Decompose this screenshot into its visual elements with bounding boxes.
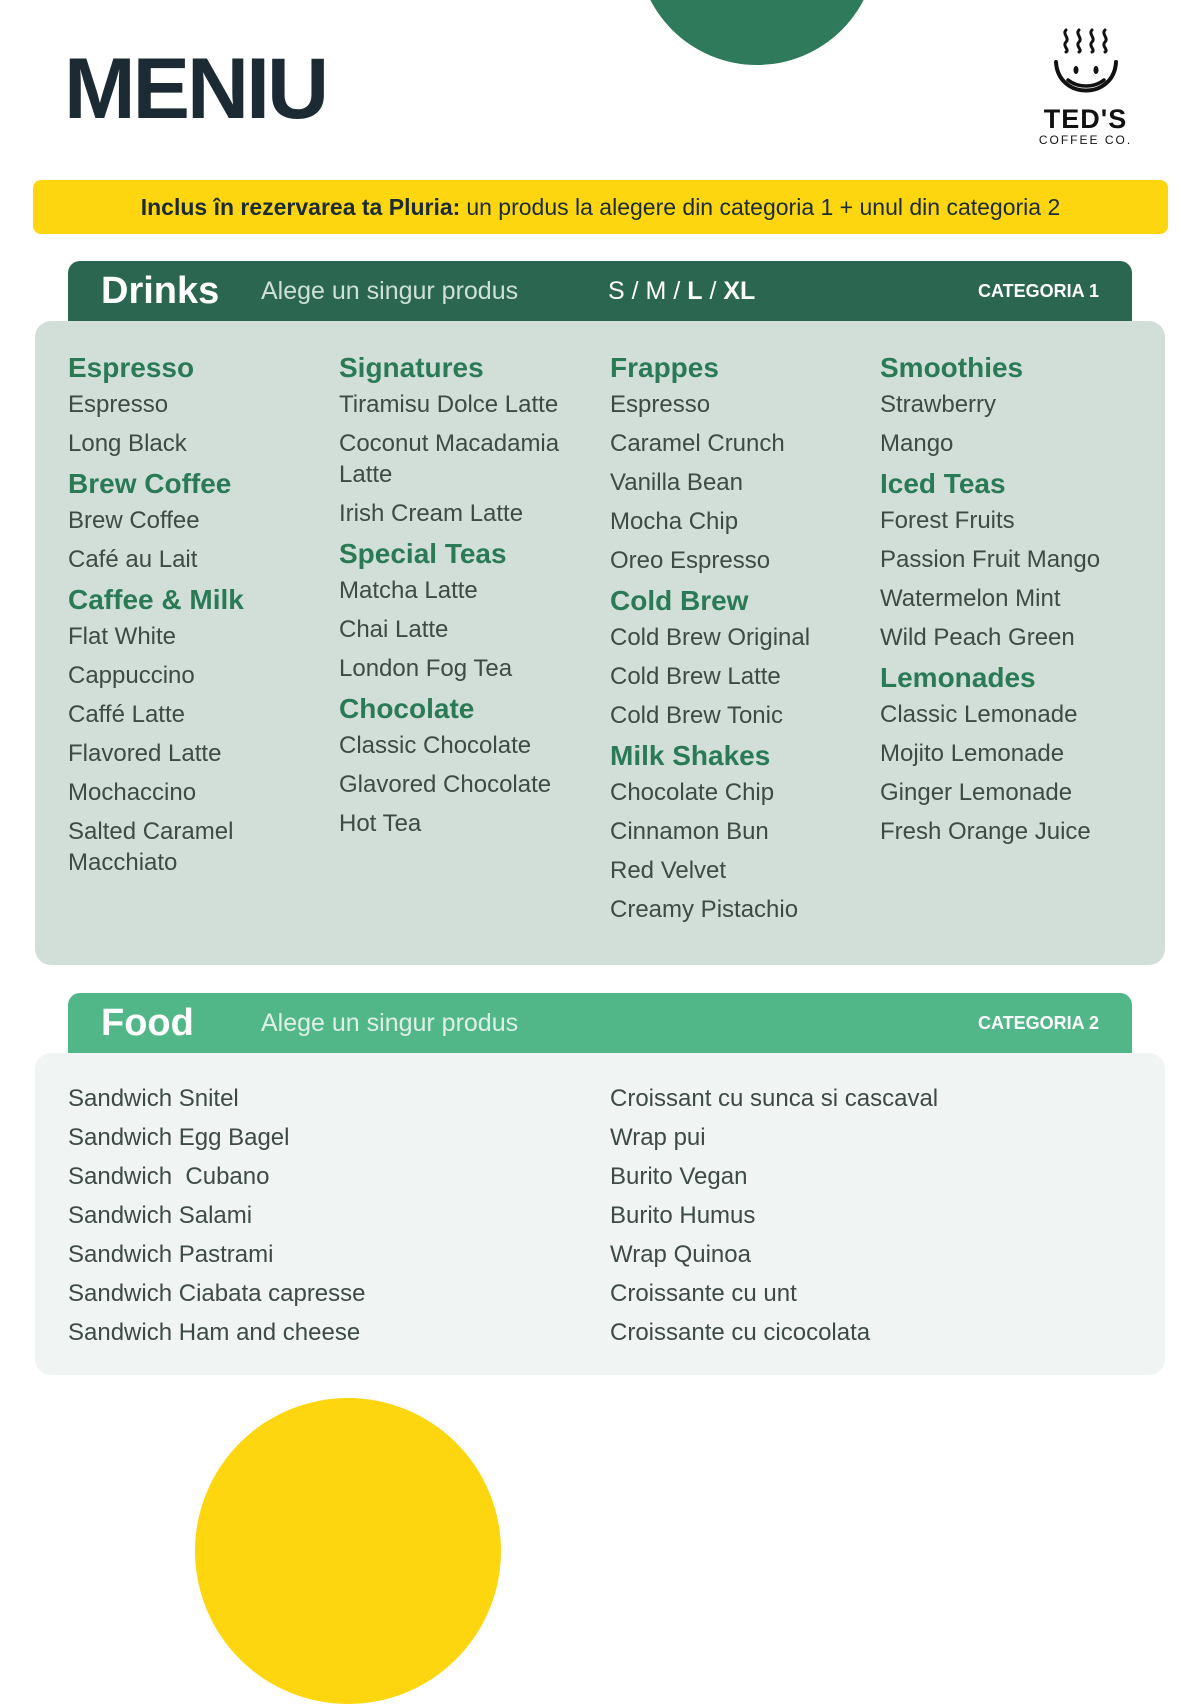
- menu-item: Sandwich Ham and cheese: [68, 1319, 361, 1346]
- menu-item: Tiramisu Dolce Latte: [339, 391, 559, 418]
- logo-brand: TED'S: [1043, 104, 1128, 134]
- page-title: MENIU: [64, 41, 329, 137]
- section-heading: Espresso: [68, 352, 195, 383]
- food-subtitle: Alege un singur produs: [261, 1008, 519, 1037]
- banner-bold: Inclus în rezervarea ta Pluria:: [140, 193, 461, 220]
- menu-item: Coconut Macadamia Latte: [339, 430, 560, 488]
- drinks-sizes: S / M / L / XL: [608, 276, 756, 305]
- menu-item: Mocha Chip: [610, 508, 739, 535]
- menu-item: Hot Tea: [339, 810, 422, 837]
- menu-item: Caramel Crunch: [610, 430, 785, 457]
- menu-item: Café au Lait: [68, 546, 198, 573]
- menu-item: Cold Brew Original: [610, 624, 811, 651]
- drinks-header: Drinks Alege un singur produs S / M / L …: [68, 261, 1132, 321]
- menu-item: Cappuccino: [68, 662, 195, 689]
- section-heading: Smoothies: [880, 352, 1024, 383]
- drinks-panel: Espresso Espresso Long Black Brew Coffee Bre…: [35, 321, 1165, 965]
- menu-item: Strawberry: [880, 391, 997, 418]
- menu-item: Brew Coffee: [68, 507, 200, 534]
- menu-item: Croissante cu unt: [610, 1280, 797, 1307]
- menu-item: Glavored Chocolate: [339, 771, 552, 798]
- menu-item: Classic Chocolate: [339, 732, 532, 759]
- menu-item: London Fog Tea: [339, 655, 513, 682]
- drinks-column: Espresso Espresso Long Black Brew Coffee Bre…: [68, 351, 318, 886]
- menu-item: Forest Fruits: [880, 507, 1015, 534]
- menu-item: Wrap pui: [610, 1124, 706, 1151]
- section-heading: Caffee & Milk: [68, 584, 244, 615]
- food-header: Food Alege un singur produs CATEGORIA 2: [68, 993, 1132, 1053]
- menu-item: Ginger Lemonade: [880, 779, 1073, 806]
- menu-item: Mochaccino: [68, 779, 197, 806]
- menu-item: Cold Brew Latte: [610, 663, 781, 690]
- food-panel: Sandwich Snitel Sandwich Egg Bagel Sandwic…: [35, 1053, 1165, 1375]
- menu-item: Wild Peach Green: [880, 624, 1075, 651]
- section-heading: Lemonades: [880, 662, 1036, 693]
- drinks-column: Signatures Tiramisu Dolce Latte Coconut Ma…: [339, 351, 594, 847]
- menu-item: Sandwich Salami: [68, 1202, 253, 1229]
- drinks-category: CATEGORIA 1: [977, 280, 1099, 301]
- menu-item: Red Velvet: [610, 857, 727, 884]
- menu-item: Creamy Pistachio: [610, 896, 799, 923]
- menu-item: Wrap Quinoa: [610, 1241, 751, 1268]
- food-category: CATEGORIA 2: [977, 1012, 1099, 1033]
- menu-item: Salted Caramel Macchiato: [68, 818, 234, 876]
- inclusion-banner: Inclus în rezervarea ta Pluria: un produ…: [33, 180, 1168, 234]
- menu-item: Croissant cu sunca si cascaval: [610, 1085, 939, 1112]
- menu-item: Sandwich Pastrami: [68, 1241, 274, 1268]
- menu-item: Flavored Latte: [68, 740, 222, 767]
- section-heading: Chocolate: [339, 693, 475, 724]
- section-heading: Brew Coffee: [68, 468, 232, 499]
- menu-item: Burito Humus: [610, 1202, 756, 1229]
- menu-item: Classic Lemonade: [880, 701, 1078, 728]
- section-heading: Iced Teas: [880, 468, 1006, 499]
- section-heading: Milk Shakes: [610, 740, 771, 771]
- smiley-steam-icon: [1053, 28, 1118, 93]
- menu-item: Sandwich Snitel: [68, 1085, 239, 1112]
- menu-item: Sandwich Ciabata capresse: [68, 1280, 366, 1307]
- food-column: Croissant cu sunca si cascaval Wrap pui Bu…: [610, 1083, 938, 1356]
- menu-item: Flat White: [68, 623, 177, 650]
- menu-item: Long Black: [68, 430, 187, 457]
- menu-item: Cold Brew Tonic: [610, 702, 783, 729]
- menu-item: Fresh Orange Juice: [880, 818, 1091, 845]
- menu-item: Passion Fruit Mango: [880, 546, 1101, 573]
- food-column: Sandwich Snitel Sandwich Egg Bagel Sandwic…: [68, 1083, 366, 1356]
- menu-item: Irish Cream Latte: [339, 500, 524, 527]
- teds-logo: TED'S COFFEE CO.: [1028, 26, 1143, 151]
- menu-item: Cinnamon Bun: [610, 818, 769, 845]
- menu-item: Sandwich Cubano: [68, 1163, 270, 1190]
- section-heading: Cold Brew: [610, 585, 749, 616]
- decor-circle-green: [637, 0, 877, 65]
- menu-item: Chai Latte: [339, 616, 449, 643]
- section-heading: Frappes: [610, 352, 719, 383]
- menu-item: Chocolate Chip: [610, 779, 775, 806]
- drinks-title: Drinks: [101, 269, 220, 312]
- menu-item: Burito Vegan: [610, 1163, 748, 1190]
- food-title: Food: [101, 1001, 194, 1044]
- banner-text: un produs la alegere din categoria 1 + u…: [466, 193, 1061, 220]
- menu-item: Caffé Latte: [68, 701, 185, 728]
- menu-item: Matcha Latte: [339, 577, 478, 604]
- section-heading: Special Teas: [339, 538, 507, 569]
- menu-item: Vanilla Bean: [610, 469, 743, 496]
- drinks-column: Frappes Espresso Caramel Crunch Vanilla Bea…: [610, 351, 870, 933]
- drinks-column: Smoothies Strawberry Mango Iced Teas Forest …: [880, 351, 1140, 855]
- menu-item: Espresso: [68, 391, 169, 418]
- drinks-subtitle: Alege un singur produs: [261, 276, 519, 305]
- menu-item: Mango: [880, 430, 954, 457]
- menu-item: Oreo Espresso: [610, 547, 771, 574]
- logo-sub: COFFEE CO.: [1038, 133, 1133, 147]
- menu-item: Mojito Lemonade: [880, 740, 1065, 767]
- menu-item: Croissante cu cicocolata: [610, 1319, 871, 1346]
- menu-item: Sandwich Egg Bagel: [68, 1124, 290, 1151]
- section-heading: Signatures: [339, 352, 484, 383]
- decor-circle-yellow: [195, 1398, 501, 1704]
- menu-item: Watermelon Mint: [880, 585, 1061, 612]
- menu-item: Espresso: [610, 391, 711, 418]
